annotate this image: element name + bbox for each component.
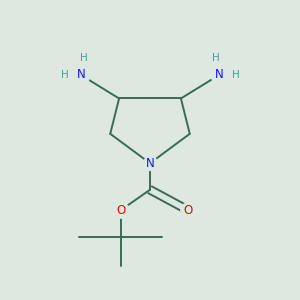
- Text: H: H: [232, 70, 239, 80]
- Text: H: H: [212, 53, 220, 63]
- Text: H: H: [61, 70, 68, 80]
- Text: N: N: [76, 68, 85, 81]
- Text: O: O: [184, 204, 193, 217]
- Text: H: H: [80, 53, 88, 63]
- Text: N: N: [215, 68, 224, 81]
- Text: O: O: [116, 204, 125, 217]
- Text: N: N: [146, 157, 154, 170]
